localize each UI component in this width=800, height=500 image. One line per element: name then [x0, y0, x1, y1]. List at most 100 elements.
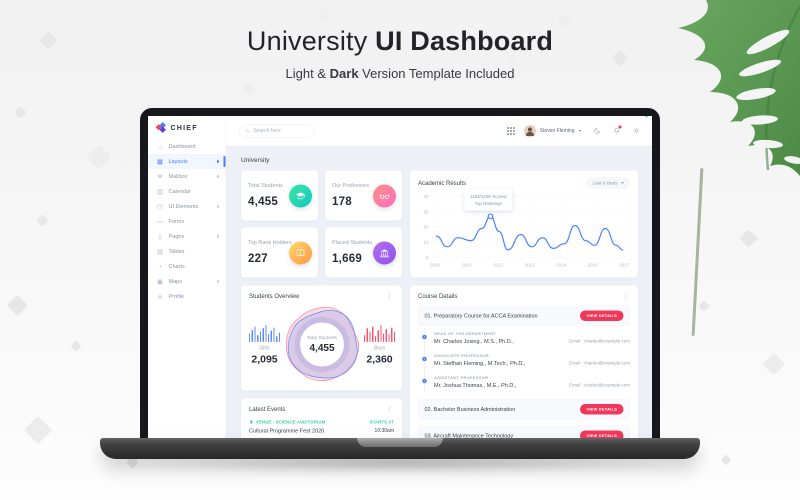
search-box[interactable]: [239, 123, 315, 138]
user-menu[interactable]: Steven Fleming: [523, 116, 648, 137]
total-students-blob-chart: Total Students 4,455: [280, 303, 364, 387]
staff-dot-icon: [421, 334, 428, 340]
staff-dot-icon: [421, 356, 428, 362]
card-title: Students Overview: [249, 292, 300, 300]
profile-icon: ◎: [157, 293, 163, 300]
leaf-stem: [691, 168, 704, 336]
svg-text:10: 10: [423, 240, 429, 245]
laptop-notch: [357, 438, 443, 447]
dashboard-app: CHIEF ⌂ Dashboard ▦ Layouts ✉ Mailbox ▤ Cale…: [148, 116, 652, 438]
tooltip-line1: 1183/1200 Scored: [470, 193, 507, 199]
tables-icon: ▥: [157, 248, 163, 255]
avatar: [523, 124, 536, 137]
kebab-menu-icon[interactable]: ⋮: [622, 292, 629, 300]
chevron-down-icon: [621, 182, 624, 184]
time-range-dropdown[interactable]: Last 6 Years: [586, 177, 630, 189]
svg-text:40: 40: [423, 194, 429, 199]
apps-grid-icon[interactable]: [507, 127, 515, 135]
sidebar-item-ui-elements[interactable]: ◳ UI Elements: [148, 199, 226, 214]
university-building-icon: [373, 241, 396, 265]
chevron-down-icon: [578, 129, 582, 132]
calendar-icon: ▤: [157, 188, 163, 195]
svg-text:0: 0: [426, 255, 429, 260]
page-title: University UI Dashboard: [246, 26, 554, 56]
ui-elements-icon: ◳: [157, 203, 163, 210]
stat-card-total-students: Total Students 4,455: [241, 170, 318, 221]
logo-mark-icon: [155, 122, 166, 133]
sidebar-item-charts[interactable]: ◔ Charts: [158, 263, 185, 270]
notifications-button[interactable]: [613, 125, 622, 135]
sidebar-item-layouts[interactable]: ▦ Layouts: [148, 154, 226, 169]
user-name: Steven Fleming: [539, 128, 575, 134]
tooltip-line2: Top Rankings: [474, 201, 502, 207]
decor-square: [6, 294, 29, 317]
course-row-3[interactable]: 03. Aircraft Maintenance Technology VIEW…: [418, 425, 630, 438]
card-title: Latest Events: [249, 405, 286, 413]
notification-badge: [618, 125, 622, 129]
course-row-1[interactable]: 01. Preparatory Course for ACCA Examinat…: [418, 305, 630, 326]
dark-mode-toggle[interactable]: [594, 127, 602, 135]
svg-text:2014: 2014: [556, 263, 567, 268]
chart-tooltip: 1183/1200 Scored Top Rankings: [464, 189, 512, 211]
open-book-icon: [289, 241, 312, 265]
stat-card-our-professors: Our Professors 178: [325, 170, 402, 221]
stat-card-placed-students: Placed Students 1,669: [325, 227, 402, 278]
chevron-right-icon: [217, 234, 220, 239]
sidebar-item-pages[interactable]: ▯ Pages: [148, 229, 226, 244]
sidebar-item-mailbox[interactable]: ✉ Mailbox: [148, 169, 226, 184]
svg-text:2016: 2016: [588, 263, 599, 268]
svg-text:20: 20: [423, 225, 429, 230]
svg-text:30: 30: [423, 209, 429, 214]
topbar: Steven Fleming: [226, 116, 652, 146]
decor-square: [70, 340, 82, 352]
forms-icon: ▭: [157, 218, 163, 225]
gear-icon: [633, 127, 640, 134]
sidebar: CHIEF ⌂ Dashboard ▦ Layouts ✉ Mailbox ▤ Cale…: [148, 116, 226, 438]
stat-card-top-rank-holders: Top Rank Holders 227: [241, 227, 318, 278]
students-overview-card: Students Overview ⋮ Girls 2,095: [241, 285, 402, 391]
girls-stat: Girls 2,095: [248, 324, 281, 366]
laptop-base: [100, 438, 700, 459]
view-details-button[interactable]: VIEW DETAILS: [579, 404, 624, 415]
graduation-cap-icon: [289, 184, 312, 208]
home-icon: ⌂: [158, 143, 162, 150]
latest-events-card: Latest Events ⋮ VENUE - SCIENCE AUDITORI…: [241, 398, 402, 438]
layouts-icon: ▦: [157, 158, 163, 165]
staff-row: ASSISTANT PROFESSOR Mr. Joshua Thomas., …: [421, 371, 630, 393]
chevron-right-icon: [217, 279, 220, 284]
sidebar-menu: ⌂ Dashboard ▦ Layouts ✉ Mailbox ▤ Calendar ◳…: [148, 139, 226, 304]
academic-chart-svg: 0 10 20 30 40 2009 2010 2012 2013 2014 2016 2017: [423, 194, 630, 268]
app-logo[interactable]: CHIEF: [148, 116, 226, 139]
decor-square: [762, 352, 786, 376]
sidebar-item-maps[interactable]: ▣ Maps: [148, 274, 226, 289]
sidebar-item-dashboard[interactable]: ⌂ Dashboard: [158, 143, 196, 150]
kebab-menu-icon[interactable]: ⋮: [386, 292, 393, 300]
mail-icon: ✉: [157, 173, 163, 180]
decor-square: [720, 454, 732, 466]
glasses-icon: [373, 184, 396, 208]
decor-square: [36, 214, 49, 227]
settings-button[interactable]: [633, 127, 641, 135]
decor-square: [86, 144, 112, 170]
kebab-menu-icon[interactable]: ⋮: [386, 405, 393, 413]
course-row-2[interactable]: 02. Bachelor Business Administration VIE…: [418, 399, 630, 420]
view-details-button[interactable]: VIEW DETAILS: [579, 430, 624, 438]
sidebar-item-tables[interactable]: ▥ Tables: [157, 248, 185, 255]
course-staff-list: HEAD OF THE DEPARTMENT Mr. Charles Josin…: [421, 327, 630, 393]
moon-icon: [594, 127, 601, 134]
svg-text:2010: 2010: [462, 263, 473, 268]
search-input[interactable]: [253, 128, 309, 134]
sidebar-item-forms[interactable]: ▭ Forms: [157, 218, 185, 225]
sidebar-item-calendar[interactable]: ▤ Calendar: [157, 188, 191, 195]
svg-text:2013: 2013: [525, 263, 536, 268]
chevron-right-icon: [217, 159, 220, 164]
svg-text:2009: 2009: [430, 263, 441, 268]
event-time: STARTS AT 10:30am: [369, 419, 394, 434]
svg-text:2017: 2017: [619, 263, 630, 268]
chevron-right-icon: [217, 204, 220, 209]
pages-icon: ▯: [158, 233, 162, 240]
view-details-button[interactable]: VIEW DETAILS: [579, 310, 624, 321]
hero-subtitle: Light & Dark Version Template Included: [285, 66, 515, 81]
sidebar-item-profile[interactable]: ◎ Profile: [157, 293, 185, 300]
laptop-screen: CHIEF ⌂ Dashboard ▦ Layouts ✉ Mailbox ▤ Cale…: [148, 116, 652, 438]
